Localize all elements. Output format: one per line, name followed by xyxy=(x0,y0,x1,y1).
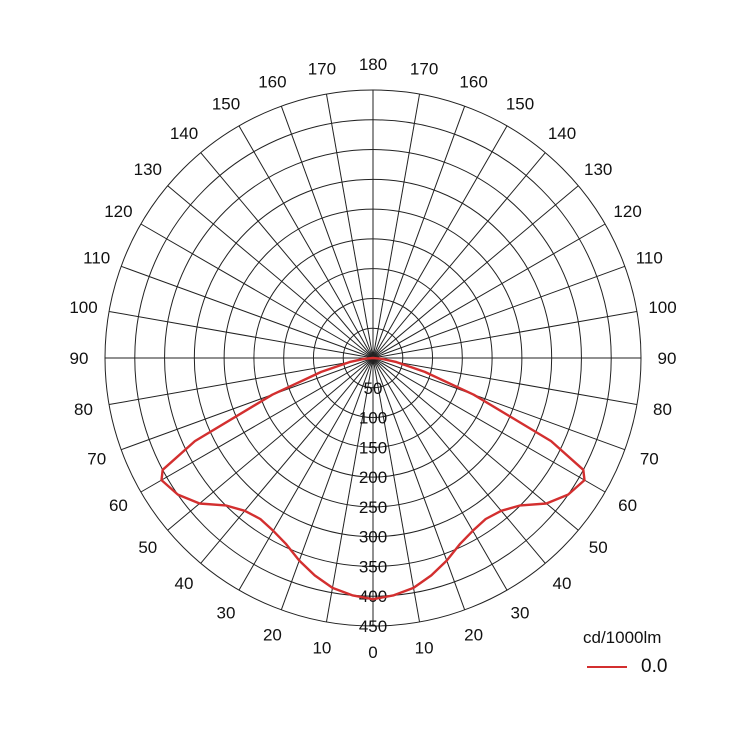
angle-tick-label: 130 xyxy=(584,160,612,179)
angle-tick-label: 90 xyxy=(658,349,677,368)
angle-tick-label: 0 xyxy=(368,643,377,662)
angle-tick-label: 100 xyxy=(69,298,97,317)
angle-tick-label: 110 xyxy=(83,248,110,267)
angle-tick-label: 10 xyxy=(312,639,331,658)
radial-tick-label: 50 xyxy=(364,379,383,398)
angle-tick-label: 50 xyxy=(138,538,157,557)
angle-tick-label: 110 xyxy=(636,248,663,267)
grid-spoke xyxy=(372,357,508,591)
radial-tick-label: 400 xyxy=(359,587,387,606)
radial-labels: 50 100 150 200 250 300 350 400 450 xyxy=(359,379,387,636)
legend-series-name: 0.0 xyxy=(641,656,668,677)
grid-spoke xyxy=(140,357,374,493)
angle-tick-label: 180 xyxy=(359,55,387,74)
angle-tick-label: 50 xyxy=(589,538,608,557)
grid-spoke xyxy=(140,223,374,359)
grid-spoke xyxy=(372,105,466,359)
angle-tick-label: 100 xyxy=(648,298,676,317)
legend: cd/1000lm 0.0 xyxy=(583,628,667,678)
angle-tick-label: 10 xyxy=(415,639,434,658)
grid-spoke xyxy=(372,310,638,359)
angle-tick-label: 120 xyxy=(613,202,641,221)
grid-spoke xyxy=(372,357,638,406)
grid-spoke xyxy=(280,105,374,359)
angle-tick-label: 30 xyxy=(217,604,236,623)
grid-spoke xyxy=(120,357,374,451)
grid-spoke xyxy=(238,125,374,359)
angle-tick-label: 70 xyxy=(640,450,659,469)
angle-tick-label: 20 xyxy=(464,625,483,644)
angle-tick-label: 120 xyxy=(104,202,132,221)
radial-tick-label: 150 xyxy=(359,438,387,457)
grid-spoke xyxy=(167,357,374,531)
angle-tick-label: 40 xyxy=(175,574,194,593)
angle-tick-label: 60 xyxy=(109,496,128,515)
grid-spoke xyxy=(325,357,374,623)
grid-spoke xyxy=(372,357,626,451)
grid-spoke xyxy=(372,357,466,611)
grid-spoke xyxy=(372,357,421,623)
angle-tick-label: 40 xyxy=(553,574,572,593)
grid-spoke xyxy=(372,125,508,359)
angle-tick-label: 170 xyxy=(308,60,336,79)
grid-spoke xyxy=(200,357,374,564)
angle-tick-label: 170 xyxy=(410,60,438,79)
angle-tick-label: 90 xyxy=(70,349,89,368)
angle-labels: 0 10 20 30 40 50 60 70 80 90 100 110 120 130 140 150 160… xyxy=(69,55,676,662)
radial-tick-label: 100 xyxy=(359,409,387,428)
angle-tick-label: 20 xyxy=(263,625,282,644)
radial-tick-label: 200 xyxy=(359,468,387,487)
grid-spoke xyxy=(108,310,374,359)
grid-spoke xyxy=(120,265,374,359)
series-curve xyxy=(160,356,586,601)
intensity-curves xyxy=(160,356,586,601)
legend-unit: cd/1000lm xyxy=(583,628,662,647)
grid-spoke xyxy=(325,93,374,359)
grid-spoke xyxy=(372,265,626,359)
polar-grid xyxy=(104,89,642,627)
grid-spoke xyxy=(372,357,579,531)
radial-tick-label: 250 xyxy=(359,498,387,517)
angle-tick-label: 150 xyxy=(212,94,240,113)
angle-tick-label: 160 xyxy=(258,73,286,92)
grid-spoke xyxy=(238,357,374,591)
grid-spoke xyxy=(108,357,374,406)
angle-tick-label: 160 xyxy=(459,73,487,92)
angle-tick-label: 130 xyxy=(134,160,162,179)
angle-tick-label: 70 xyxy=(87,450,106,469)
angle-tick-label: 60 xyxy=(618,496,637,515)
radial-tick-label: 350 xyxy=(359,557,387,576)
grid-spoke xyxy=(372,185,579,359)
grid-spoke xyxy=(372,223,606,359)
angle-tick-label: 30 xyxy=(511,604,530,623)
radial-tick-label: 300 xyxy=(359,528,387,547)
legend-item: 0.0 xyxy=(583,656,667,678)
grid-spoke xyxy=(280,357,374,611)
angle-tick-label: 80 xyxy=(74,400,93,419)
radial-tick-label: 450 xyxy=(359,617,387,636)
angle-tick-label: 80 xyxy=(653,400,672,419)
grid-spoke xyxy=(372,93,421,359)
grid-spoke xyxy=(167,185,374,359)
angle-tick-label: 140 xyxy=(548,124,576,143)
legend-swatch xyxy=(587,666,627,668)
grid-spoke xyxy=(372,357,606,493)
grid-spoke xyxy=(372,357,546,564)
angle-tick-label: 140 xyxy=(170,124,198,143)
grid-spoke xyxy=(200,152,374,359)
grid-spoke xyxy=(372,152,546,359)
angle-tick-label: 150 xyxy=(506,94,534,113)
